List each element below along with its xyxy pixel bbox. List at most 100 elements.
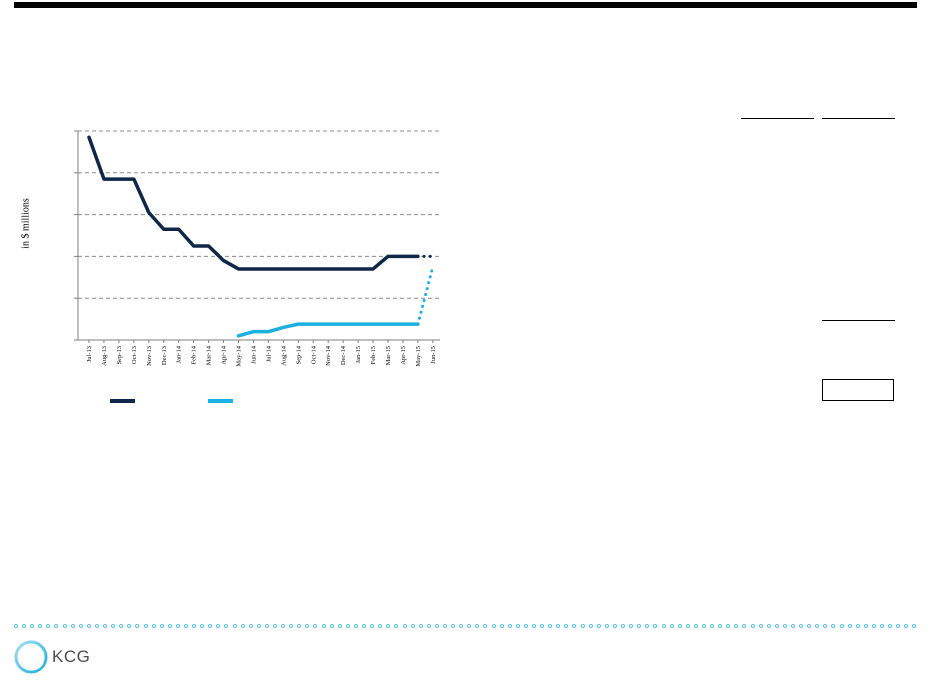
divider-dot: [451, 624, 456, 628]
divider-dot: [604, 624, 609, 628]
x-tick-label: Jul-13: [86, 346, 93, 362]
divider-dot: [151, 624, 156, 628]
divider-dot: [653, 624, 658, 628]
divider-dot: [612, 624, 617, 628]
divider-dot: [750, 624, 755, 628]
divider-dot: [572, 624, 577, 628]
divider-dot: [661, 624, 666, 628]
kcg-logo-text: KCG: [52, 647, 91, 666]
divider-dot: [313, 624, 318, 628]
divider-dot: [507, 624, 512, 628]
divider-dot: [378, 624, 383, 628]
divider-dot: [394, 624, 399, 628]
divider-dot: [353, 624, 358, 628]
divider-dot: [240, 624, 245, 628]
divider-dot: [386, 624, 391, 628]
divider-dot: [774, 624, 779, 628]
chart-gridlines: [78, 130, 440, 299]
table-header-rule-1: [741, 118, 814, 119]
x-tick-label: Jul-14: [265, 345, 272, 362]
divider-dot: [782, 624, 787, 628]
divider-dot: [523, 624, 528, 628]
x-tick-label: May-14: [236, 345, 243, 366]
divider-dot: [685, 624, 690, 628]
divider-dot: [175, 624, 180, 628]
divider-dot: [418, 624, 423, 628]
divider-dot: [540, 624, 545, 628]
divider-dot: [475, 624, 480, 628]
divider-dot: [742, 624, 747, 628]
divider-dot: [831, 624, 836, 628]
divider-dot: [273, 624, 277, 628]
x-tick-label: Jun-14: [250, 345, 257, 363]
kcg-logo: KCG: [14, 640, 124, 676]
x-tick-label: Apr-14: [221, 345, 228, 364]
divider-dot: [766, 624, 771, 628]
divider-dot: [807, 624, 812, 628]
table-header-rule-2: [822, 118, 895, 119]
divider-dot: [459, 624, 464, 628]
divider-dot: [143, 624, 148, 628]
divider-dot: [256, 624, 261, 628]
divider-dot: [588, 624, 593, 628]
x-tick-labels: Jul-13 Aug-13 Sep-13 Oct-13 Nov-13 Dec-13 Jan-…: [86, 345, 437, 366]
divider-dot: [710, 624, 715, 628]
x-tick-label: Sep-13: [116, 346, 123, 364]
divider-dot: [863, 624, 868, 628]
divider-dot: [799, 624, 804, 628]
footer-dotted-divider: [14, 624, 917, 629]
divider-dot: [159, 624, 164, 628]
divider-dot: [183, 624, 188, 628]
divider-dot: [871, 624, 876, 628]
divider-dot: [264, 624, 269, 628]
divider-dot: [701, 624, 706, 628]
x-tick-label: Nov-14: [325, 345, 332, 366]
divider-dot: [426, 624, 431, 628]
divider-dot: [62, 624, 67, 628]
divider-dot: [896, 624, 901, 628]
divider-dot: [880, 624, 885, 628]
divider-dot: [78, 624, 83, 628]
x-tick-label: Aug-13: [101, 346, 108, 366]
divider-dot: [337, 624, 342, 628]
divider-dot: [22, 624, 27, 628]
divider-dot: [321, 624, 326, 628]
divider-dot: [515, 624, 520, 628]
divider-dot: [345, 624, 350, 628]
divider-dot: [216, 624, 221, 628]
chart-series: [87, 135, 435, 338]
header-rule: [14, 2, 917, 8]
kcg-logo-icon: [14, 640, 48, 674]
divider-dot: [38, 624, 43, 628]
divider-dot: [248, 624, 253, 628]
divider-dot: [54, 624, 59, 628]
divider-dot: [580, 624, 585, 628]
divider-dot: [289, 624, 294, 628]
divider-dot: [208, 624, 213, 628]
divider-dot: [718, 624, 723, 628]
x-tick-label: Apr-15: [400, 346, 407, 365]
divider-dot: [726, 624, 731, 628]
divider-dot: [14, 624, 18, 628]
x-tick-label: Oct-14: [310, 345, 317, 364]
divider-dot: [556, 624, 561, 628]
x-tick-label: Feb-14: [191, 345, 198, 364]
divider-dot: [532, 624, 536, 628]
divider-dot: [362, 624, 367, 628]
x-tick-label: Feb-15: [370, 346, 377, 364]
divider-dot: [70, 624, 75, 628]
divider-dot: [888, 624, 893, 628]
divider-dot: [823, 624, 828, 628]
divider-dot: [564, 624, 569, 628]
divider-dot: [305, 624, 310, 628]
divider-dot: [847, 624, 852, 628]
divider-dot: [912, 624, 917, 628]
divider-dot: [693, 624, 698, 628]
divider-dot: [855, 624, 860, 628]
divider-dot: [791, 624, 795, 628]
divider-dot: [224, 624, 229, 628]
divider-dot: [370, 624, 375, 628]
divider-dot: [86, 624, 91, 628]
divider-dot: [200, 624, 205, 628]
